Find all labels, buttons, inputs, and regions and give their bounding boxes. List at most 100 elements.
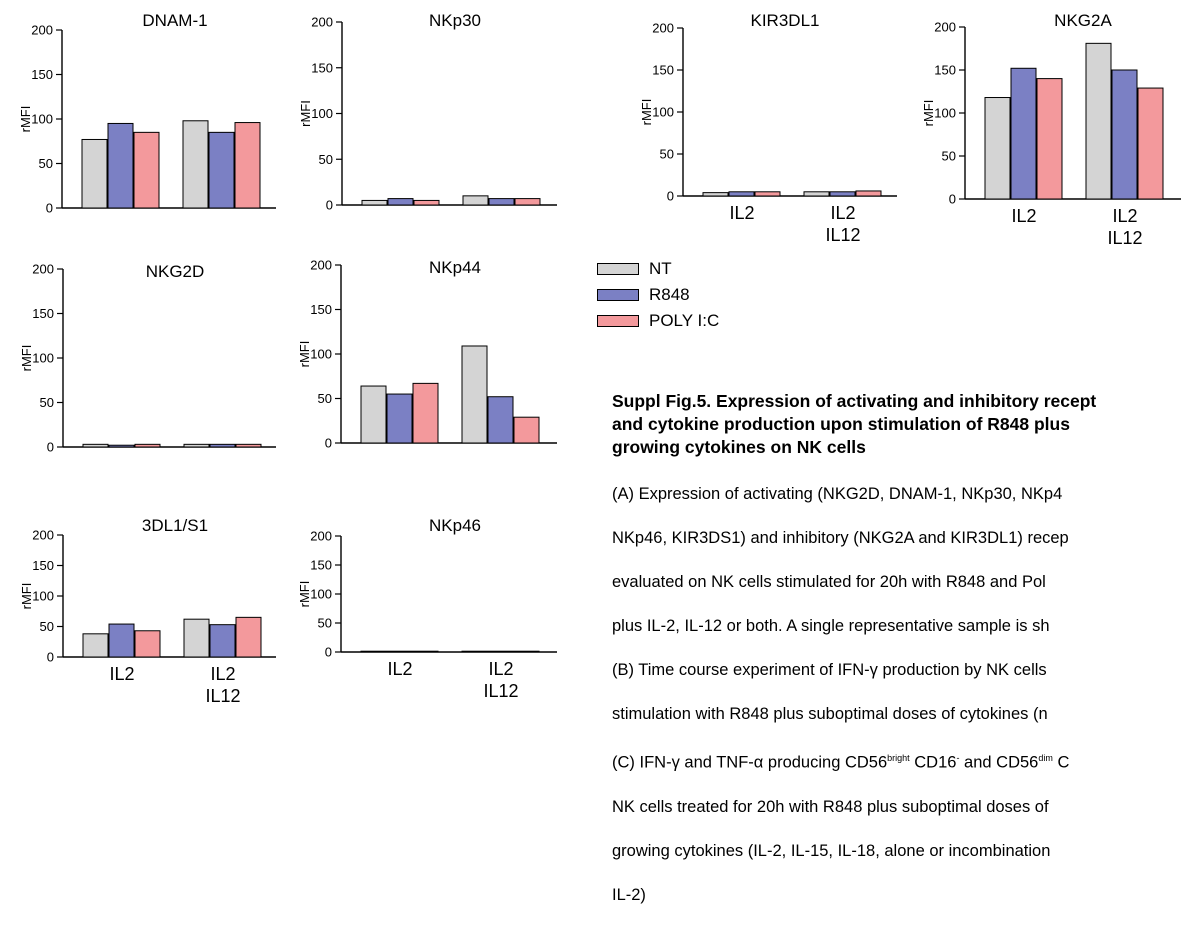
caption-text: and CD56 [959,753,1039,772]
y-tick-label: 50 [39,156,53,171]
y-tick-label: 50 [40,619,54,634]
x-tick-label: IL2 [1112,206,1137,226]
legend-label-nt: NT [649,259,672,278]
bar-nt-2 [462,195,489,206]
legend-item-r848: R848 [597,282,719,308]
y-tick-label: 50 [319,152,333,167]
bar-nt-1 [360,385,387,444]
caption-line: NKp46, KIR3DS1) and inhibitory (NKG2A an… [612,529,1069,547]
y-tick-label: 200 [31,23,53,38]
caption-line: evaluated on NK cells stimulated for 20h… [612,573,1046,591]
bar-nt-2 [1085,42,1112,200]
chart-panel-nkg2d: NKG2D rMFI 0 50 100 150 200 [19,262,276,455]
bar-r848-1 [386,393,413,444]
y-tick-label: 100 [310,587,332,602]
y-tick-label: 50 [660,147,674,162]
bar-nt-1 [984,97,1011,200]
y-tick-label: 50 [942,149,956,164]
y-tick-label: 0 [47,440,54,455]
y-tick-label: 0 [325,436,332,451]
chart-panel-nkp30: NKp30 rMFI 0 50 100 150 200 [298,11,557,213]
caption-line: (C) IFN-γ and TNF-α producing CD56bright… [612,747,1181,774]
caption-line: plus IL-2, IL-12 or both. A single repre… [612,617,1050,635]
y-tick-label: 100 [32,589,54,604]
y-axis-label: rMFI [298,100,313,127]
y-tick-label: 100 [31,112,53,127]
bar-polyic-2 [514,198,541,206]
y-tick-label: 100 [311,106,333,121]
caption-sup: bright [887,753,910,763]
y-tick-label: 200 [32,262,54,277]
y-axis-label: rMFI [639,99,654,126]
bar-r848-1 [1010,67,1037,200]
y-axis-label: rMFI [297,341,312,368]
figure-panels: DNAM-1 rMFI 0 50 100 150 200 NKp30 rMFI 0 50 100 150… [18,11,1181,706]
x-tick-label: IL2 [1011,206,1036,226]
x-tick-label: IL12 [483,681,518,701]
caption-sup: - [956,753,960,763]
y-tick-label: 0 [949,192,956,207]
figure-caption: Suppl Fig.5. Expression of activating an… [612,390,1181,928]
caption-line: growing cytokines (IL-2, IL-15, IL-18, a… [612,841,1051,860]
y-tick-label: 150 [32,306,54,321]
legend-swatch-nt [597,263,639,275]
x-tick-label: IL12 [205,686,240,706]
chart-panel-dnam-1: DNAM-1 rMFI 0 50 100 150 200 [18,11,276,216]
y-axis-label: rMFI [921,100,936,127]
y-tick-label: 200 [934,20,956,35]
bar-polyic-1 [412,382,439,444]
caption-line: stimulation with R848 plus suboptimal do… [612,705,1048,723]
y-tick-label: 150 [31,67,53,82]
bar-nt-1 [360,650,387,653]
bar-nt-1 [82,633,109,658]
chart-title: DNAM-1 [142,11,207,30]
bar-nt-2 [803,191,830,197]
bar-polyic-2 [513,650,540,653]
y-tick-label: 200 [310,529,332,544]
y-tick-label: 50 [40,395,54,410]
chart-title: KIR3DL1 [751,11,820,30]
y-tick-label: 100 [652,105,674,120]
chart-title: NKG2D [146,262,205,281]
chart-title: NKp30 [429,11,481,30]
bar-r848-1 [108,444,135,448]
bar-polyic-2 [1137,87,1164,200]
caption-line: NK cells treated for 20h with R848 plus … [612,797,1049,816]
bar-polyic-1 [134,630,161,658]
y-tick-label: 100 [310,347,332,362]
y-tick-label: 0 [46,201,53,216]
y-tick-label: 100 [32,351,54,366]
legend-item-nt: NT [597,256,719,282]
bar-polyic-1 [134,443,161,448]
x-tick-label: IL12 [825,225,860,245]
y-tick-label: 50 [318,616,332,631]
y-tick-label: 150 [310,558,332,573]
bar-polyic-1 [412,650,439,653]
y-tick-label: 150 [652,63,674,78]
y-tick-label: 200 [32,528,54,543]
x-tick-label: IL2 [488,659,513,679]
bar-polyic-2 [234,122,261,209]
caption-sup: dim [1038,753,1053,763]
bar-nt-1 [702,192,729,197]
y-tick-label: 200 [311,15,333,30]
bar-polyic-1 [1036,78,1063,200]
bar-r848-2 [487,396,514,444]
caption-text: (C) IFN-γ and TNF-α producing CD56 [612,753,888,772]
bar-polyic-1 [754,191,781,197]
bar-r848-1 [107,122,134,209]
bar-polyic-1 [413,199,440,206]
x-tick-label: IL2 [109,664,134,684]
bar-polyic-2 [235,616,262,658]
chart-title: NKp44 [429,258,481,277]
bar-nt-1 [361,199,388,206]
bar-r848-2 [487,650,514,653]
x-tick-label: IL2 [387,659,412,679]
y-axis-label: rMFI [19,583,34,610]
caption-line: (A) Expression of activating (NKG2D, DNA… [612,485,1063,503]
bar-nt-1 [81,138,108,209]
bar-r848-2 [209,624,236,658]
